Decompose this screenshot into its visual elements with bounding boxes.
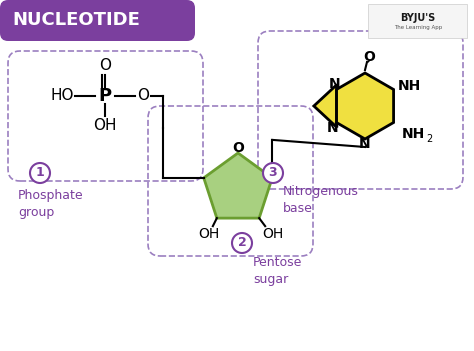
Text: Phosphate
group: Phosphate group <box>18 189 83 219</box>
Text: 2: 2 <box>427 133 433 144</box>
Text: O: O <box>363 50 375 64</box>
Text: HO: HO <box>50 88 74 104</box>
Text: Pentose
sugar: Pentose sugar <box>253 256 302 286</box>
Text: O: O <box>99 59 111 73</box>
Text: 1: 1 <box>36 166 45 179</box>
FancyBboxPatch shape <box>368 4 467 38</box>
Circle shape <box>232 233 252 253</box>
Text: 3: 3 <box>269 166 277 179</box>
Text: BYJU'S: BYJU'S <box>401 13 436 23</box>
Polygon shape <box>204 153 272 218</box>
Text: P: P <box>99 87 111 105</box>
Text: N: N <box>327 120 338 134</box>
Text: O: O <box>137 88 149 104</box>
Polygon shape <box>314 85 337 127</box>
Text: NUCLEOTIDE: NUCLEOTIDE <box>12 11 140 29</box>
Text: NH: NH <box>398 79 421 93</box>
Text: NH: NH <box>402 127 425 141</box>
Circle shape <box>30 163 50 183</box>
Text: OH: OH <box>198 227 219 241</box>
Text: Nitrogenous
base: Nitrogenous base <box>283 185 359 215</box>
Text: OH: OH <box>93 119 117 133</box>
Text: N: N <box>328 78 340 92</box>
Polygon shape <box>337 73 393 139</box>
Text: O: O <box>232 141 244 155</box>
Text: N: N <box>359 137 371 151</box>
Text: OH: OH <box>263 227 284 241</box>
Text: The Learning App: The Learning App <box>394 26 442 31</box>
Circle shape <box>263 163 283 183</box>
Text: 2: 2 <box>237 237 246 250</box>
FancyBboxPatch shape <box>0 0 195 41</box>
